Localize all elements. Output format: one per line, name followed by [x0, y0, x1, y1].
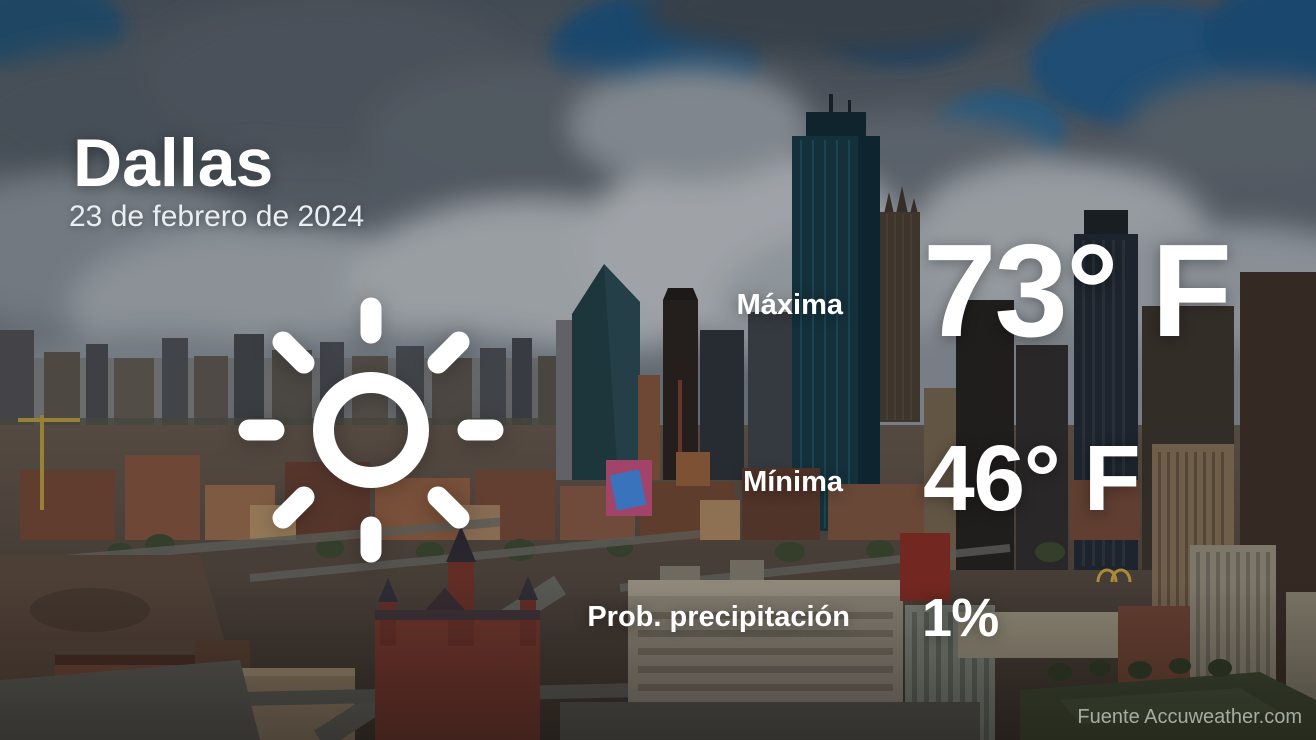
- sun-icon: [238, 297, 504, 563]
- precipitation-value: 1%: [922, 588, 999, 648]
- city-title: Dallas: [73, 124, 274, 201]
- precipitation-label: Prob. precipitación: [587, 601, 850, 633]
- attribution-text: Fuente Accuweather.com: [1077, 706, 1302, 728]
- min-temp-label: Mínima: [743, 466, 843, 498]
- max-temp-value: 73° F: [923, 217, 1232, 364]
- min-temp-value: 46° F: [923, 426, 1141, 530]
- date-text: 23 de febrero de 2024: [69, 200, 365, 233]
- max-temp-label: Máxima: [736, 289, 843, 321]
